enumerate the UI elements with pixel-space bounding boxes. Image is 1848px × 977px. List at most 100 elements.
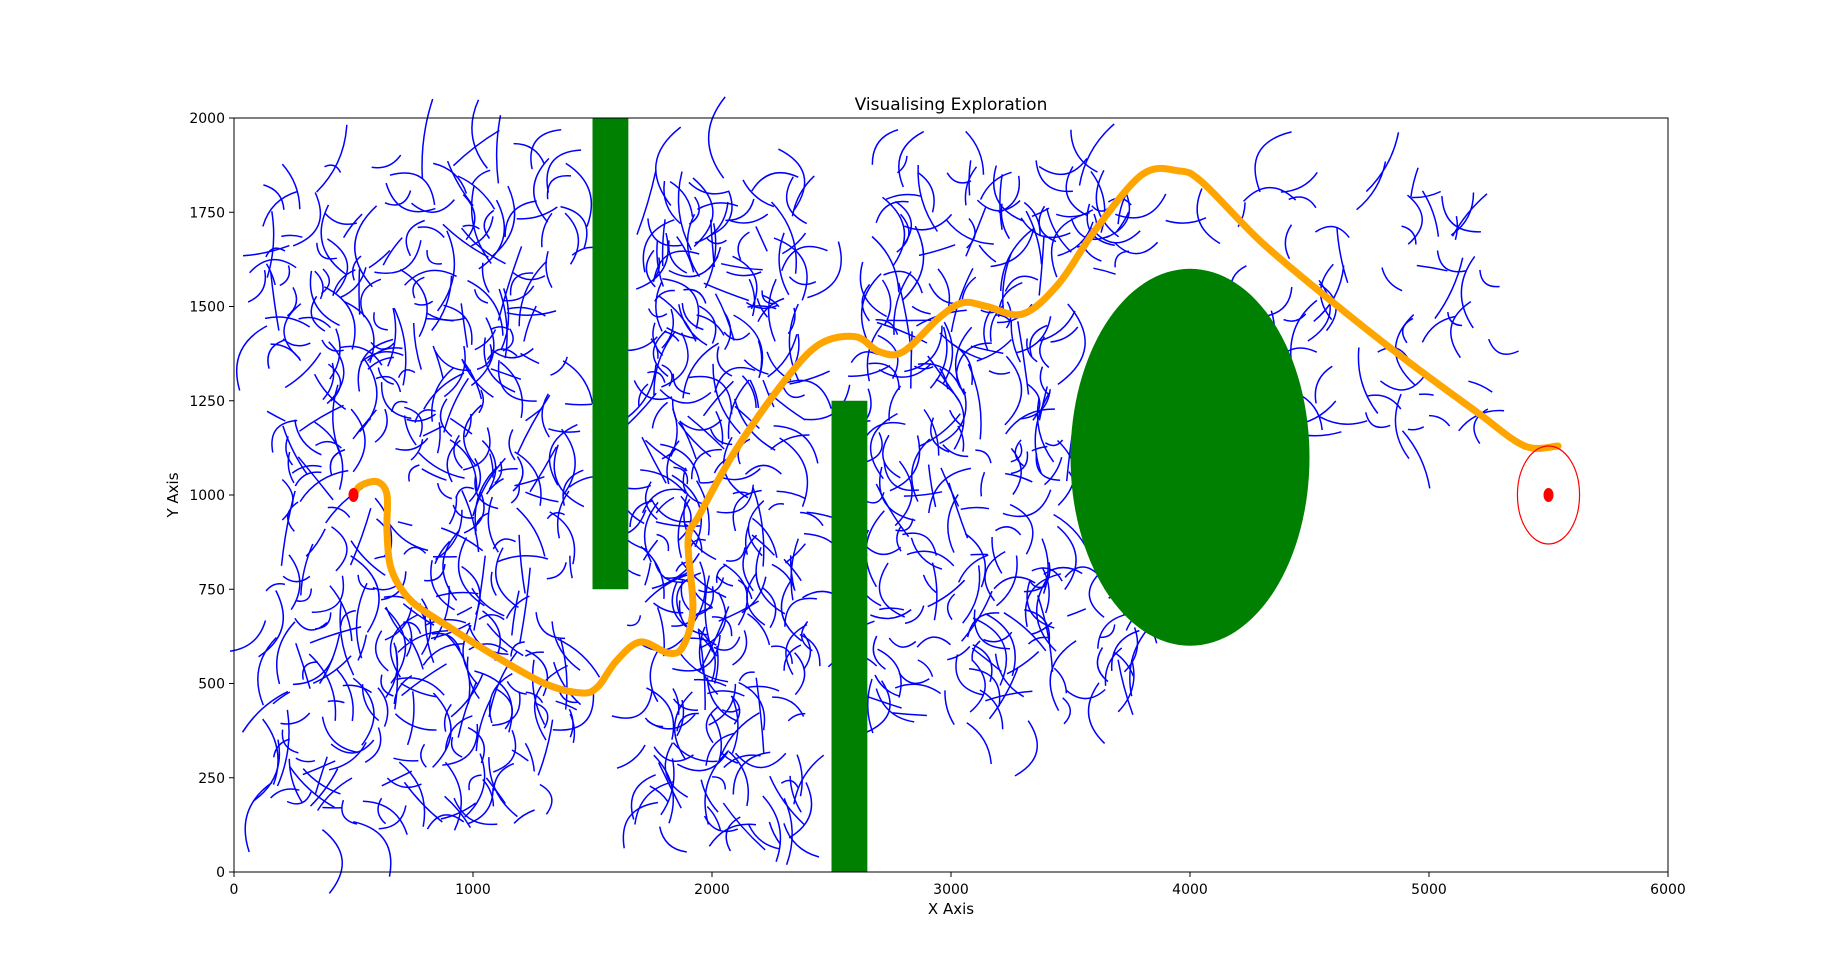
exploration-branch	[768, 821, 782, 845]
exploration-branch	[301, 661, 318, 680]
exploration-branch	[461, 359, 483, 400]
exploration-branch	[677, 495, 692, 542]
exploration-branch	[755, 677, 765, 754]
exploration-branch	[672, 634, 721, 672]
exploration-branch	[704, 223, 717, 289]
exploration-branch	[288, 765, 335, 808]
exploration-branch	[510, 641, 525, 657]
exploration-branch	[672, 698, 699, 711]
exploration-branch	[634, 780, 674, 825]
exploration-branch	[688, 181, 730, 195]
exploration-branch	[878, 466, 916, 522]
exploration-branch	[778, 232, 790, 296]
exploration-branch	[377, 797, 387, 825]
exploration-branch	[1336, 226, 1349, 284]
exploration-branch	[894, 200, 912, 247]
exploration-branch	[1407, 194, 1423, 245]
exploration-branch	[546, 512, 565, 520]
exploration-branch	[1010, 443, 1023, 463]
exploration-branch	[1411, 190, 1442, 199]
exploration-branch	[339, 609, 356, 627]
exploration-branch	[783, 558, 802, 582]
exploration-branch	[310, 295, 326, 332]
x-tick-label: 6000	[1650, 882, 1686, 898]
exploration-branch	[708, 823, 757, 847]
exploration-branch	[949, 409, 964, 428]
exploration-branch	[1111, 629, 1140, 671]
exploration-branch	[364, 727, 382, 763]
exploration-branch	[875, 318, 899, 335]
exploration-branch	[653, 602, 684, 614]
exploration-branch	[1421, 315, 1456, 343]
exploration-branch	[1041, 567, 1050, 614]
exploration-branch	[244, 781, 273, 853]
exploration-branch	[1055, 209, 1094, 218]
exploration-branch	[983, 307, 994, 351]
exploration-branch	[463, 491, 485, 534]
exploration-branch	[720, 751, 739, 764]
exploration-branch	[309, 270, 340, 327]
exploration-branch	[1024, 573, 1062, 627]
exploration-branch	[339, 267, 367, 299]
exploration-branch	[513, 142, 545, 165]
exploration-branch	[453, 434, 463, 469]
exploration-branch	[1039, 366, 1051, 397]
exploration-branch	[263, 184, 285, 210]
exploration-branch	[292, 192, 322, 247]
y-tick-label: 1500	[189, 300, 225, 316]
exploration-branch	[748, 824, 780, 850]
exploration-branch	[782, 387, 805, 399]
exploration-branch	[257, 636, 277, 706]
exploration-branch	[440, 527, 484, 552]
exploration-branch	[394, 713, 437, 731]
exploration-branch	[931, 562, 938, 621]
exploration-branch	[1401, 430, 1431, 489]
exploration-branch	[672, 373, 691, 395]
exploration-branch	[229, 620, 267, 652]
exploration-branch	[693, 678, 727, 687]
exploration-branch	[999, 174, 1003, 230]
exploration-branch	[1479, 269, 1500, 288]
exploration-branch	[661, 448, 677, 460]
exploration-branch	[486, 623, 524, 657]
exploration-branch	[524, 742, 536, 772]
exploration-branch	[767, 334, 798, 378]
exploration-branch	[299, 404, 344, 432]
exploration-branch	[1357, 347, 1379, 414]
exploration-branch	[640, 469, 687, 495]
exploration-branch	[1401, 225, 1417, 245]
exploration-branch	[976, 199, 1021, 212]
exploration-branch	[663, 180, 681, 225]
exploration-branch	[531, 659, 546, 726]
exploration-branch	[670, 408, 678, 457]
exploration-branch	[282, 575, 311, 583]
exploration-branch	[661, 364, 673, 387]
exploration-branch	[728, 751, 750, 807]
exploration-branch	[1044, 457, 1063, 486]
exploration-branch	[493, 730, 517, 773]
exploration-branch	[991, 536, 1003, 574]
exploration-branch	[761, 586, 777, 629]
exploration-branch	[398, 761, 426, 827]
exploration-branch	[716, 575, 734, 587]
exploration-branch	[646, 687, 675, 740]
exploration-branch	[425, 618, 467, 626]
exploration-branch	[270, 788, 300, 799]
exploration-branch	[236, 325, 268, 391]
exploration-branch	[669, 180, 694, 217]
exploration-branch	[1026, 338, 1038, 363]
exploration-branch	[651, 552, 700, 590]
exploration-branch	[497, 360, 537, 402]
exploration-branch	[1284, 224, 1293, 260]
exploration-branch	[1057, 303, 1086, 386]
exploration-branch	[433, 162, 468, 194]
exploration-branch	[661, 219, 666, 267]
exploration-branch	[784, 543, 806, 564]
exploration-branch	[738, 671, 755, 682]
exploration-branch	[545, 250, 553, 288]
exploration-branch	[697, 628, 716, 681]
exploration-branch	[511, 749, 529, 762]
exploration-branch	[1010, 447, 1022, 495]
exploration-branch	[616, 744, 646, 769]
exploration-branch	[330, 739, 375, 754]
